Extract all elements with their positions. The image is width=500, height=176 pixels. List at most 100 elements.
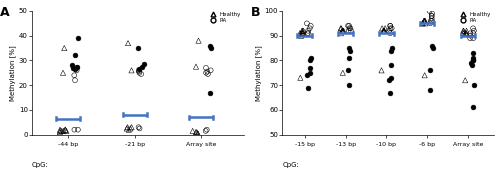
Point — [380, 29, 388, 32]
Point — [346, 49, 354, 52]
Point — [462, 29, 470, 32]
Point — [466, 34, 474, 37]
Point — [381, 27, 389, 30]
Point — [58, 130, 66, 132]
Point — [344, 69, 352, 72]
Point — [298, 29, 306, 32]
Point — [346, 27, 354, 30]
Point — [460, 32, 468, 35]
Point — [466, 32, 474, 35]
Point — [68, 64, 76, 67]
Point — [136, 71, 143, 74]
Point — [386, 24, 394, 27]
Point — [468, 59, 476, 62]
Point — [72, 69, 80, 72]
Point — [137, 73, 145, 76]
Point — [206, 91, 214, 94]
Point — [194, 132, 202, 135]
Point — [461, 79, 469, 82]
Y-axis label: Methylation [%]: Methylation [%] — [10, 45, 16, 101]
Point — [420, 20, 428, 22]
Point — [299, 32, 307, 35]
Point — [126, 127, 134, 130]
Point — [60, 47, 68, 49]
Point — [59, 71, 67, 74]
Point — [128, 126, 136, 129]
Point — [304, 32, 312, 35]
Point — [386, 27, 394, 30]
Point — [140, 63, 148, 65]
Text: B: B — [250, 6, 260, 19]
Point — [300, 29, 308, 32]
Point — [304, 86, 312, 89]
Point — [134, 47, 142, 49]
Point — [337, 27, 345, 30]
Point — [428, 17, 436, 20]
Point — [296, 32, 304, 35]
Point — [340, 29, 347, 32]
Point — [469, 56, 477, 59]
Point — [470, 32, 478, 35]
Point — [345, 24, 353, 27]
Point — [388, 27, 396, 30]
Point — [426, 69, 434, 72]
Point — [385, 29, 393, 32]
Point — [74, 37, 82, 40]
Point — [73, 65, 81, 68]
Point — [339, 71, 347, 74]
Point — [388, 64, 396, 67]
Point — [206, 44, 214, 47]
Point — [135, 70, 143, 73]
Point — [428, 44, 436, 47]
Point — [304, 29, 312, 32]
Point — [388, 47, 396, 49]
Point — [462, 32, 469, 35]
Point — [379, 29, 387, 32]
Point — [134, 126, 142, 129]
Point — [386, 24, 394, 27]
Point — [470, 106, 478, 109]
Point — [192, 131, 200, 134]
Point — [380, 29, 388, 32]
Point — [338, 29, 346, 32]
Point — [338, 29, 346, 32]
Point — [420, 74, 428, 77]
Point — [122, 127, 130, 130]
Point — [421, 20, 429, 22]
Point — [124, 126, 132, 129]
Point — [344, 56, 352, 59]
Point — [345, 47, 353, 49]
Point — [306, 71, 314, 74]
Legend: Healthy, RA: Healthy, RA — [457, 11, 492, 24]
Point — [378, 69, 386, 72]
Point — [344, 29, 352, 32]
Point — [466, 37, 474, 40]
Point — [468, 64, 475, 67]
Point — [460, 29, 468, 32]
Point — [194, 132, 202, 135]
Point — [426, 10, 434, 12]
Point — [202, 67, 210, 69]
Point — [296, 76, 304, 79]
Point — [298, 34, 306, 37]
Point — [306, 59, 314, 62]
Point — [71, 54, 79, 57]
Point — [338, 29, 346, 32]
Point — [339, 29, 347, 32]
Point — [306, 67, 314, 69]
Point — [378, 27, 386, 30]
Text: CpG:: CpG: — [282, 162, 299, 168]
Y-axis label: Methylation [%]: Methylation [%] — [255, 45, 262, 101]
Point — [192, 131, 200, 134]
Point — [428, 20, 436, 22]
Point — [462, 32, 470, 35]
Point — [418, 22, 426, 25]
Point — [388, 76, 396, 79]
Point — [73, 67, 81, 69]
Point — [380, 29, 388, 32]
Point — [462, 32, 470, 35]
Point — [386, 91, 394, 94]
Point — [204, 70, 212, 73]
Point — [469, 27, 477, 30]
Point — [304, 32, 312, 35]
